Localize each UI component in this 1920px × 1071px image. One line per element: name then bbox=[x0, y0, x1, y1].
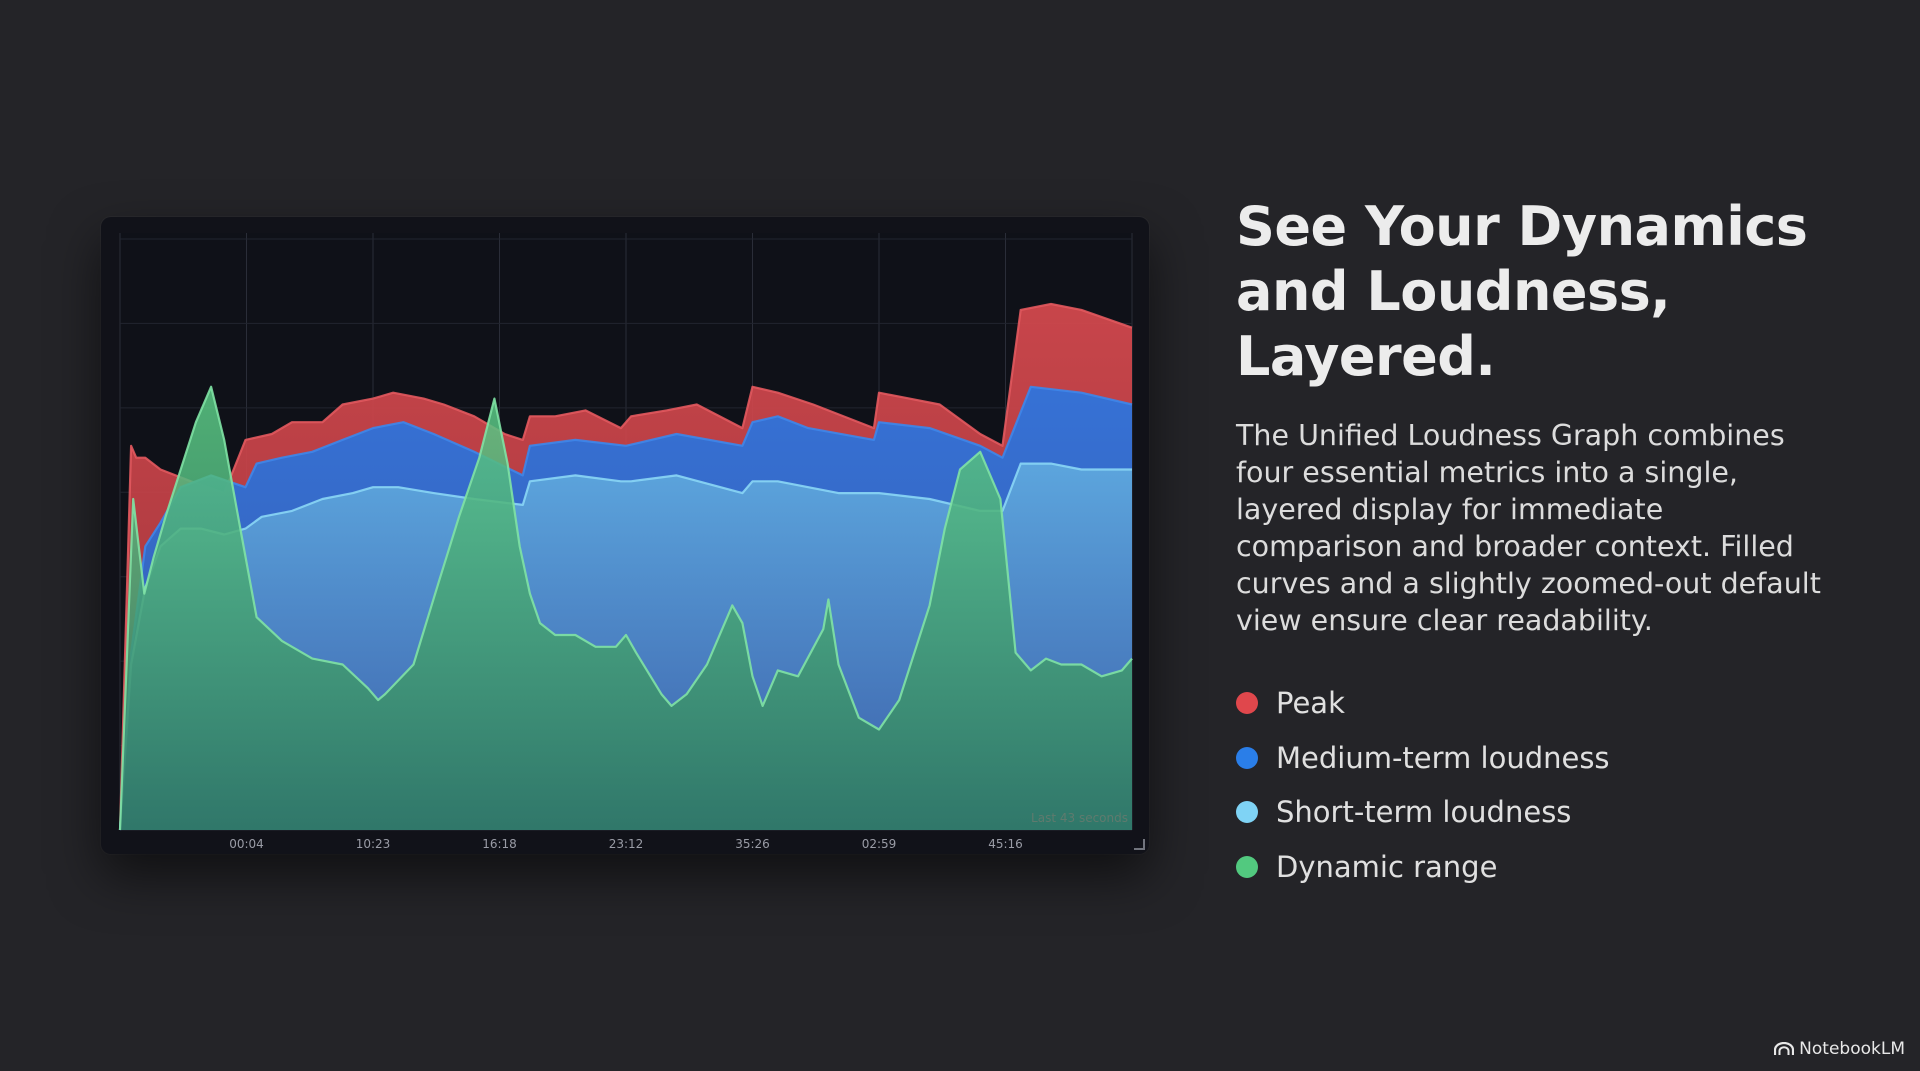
legend-item: Medium-term loudness bbox=[1236, 731, 1610, 786]
notebooklm-logo-icon bbox=[1774, 1042, 1795, 1055]
x-tick-label: 02:59 bbox=[862, 837, 897, 851]
resize-handle[interactable] bbox=[1134, 839, 1145, 850]
legend-dot-icon bbox=[1236, 801, 1258, 824]
brand-name: NotebookLM bbox=[1799, 1039, 1905, 1059]
slide-description: The Unified Loudness Graph combines four… bbox=[1236, 419, 1821, 637]
legend-item: Peak bbox=[1236, 676, 1610, 731]
series-area-dynamic-range bbox=[120, 386, 1132, 830]
legend-dot-icon bbox=[1236, 855, 1258, 878]
x-tick-label: 10:23 bbox=[356, 837, 391, 851]
legend-item: Short-term loudness bbox=[1236, 785, 1610, 840]
legend: Peak Medium-term loudness Short-term loudn… bbox=[1236, 676, 1610, 894]
legend-item: Dynamic range bbox=[1236, 840, 1610, 895]
legend-dot-icon bbox=[1236, 692, 1258, 715]
legend-label: Dynamic range bbox=[1276, 849, 1498, 884]
brand-mark: NotebookLM bbox=[1774, 1039, 1905, 1059]
time-window-annotation: Last 43 seconds bbox=[1031, 811, 1128, 825]
series-line-dynamic-range bbox=[118, 385, 1133, 831]
legend-label: Short-term loudness bbox=[1276, 795, 1572, 830]
legend-label: Medium-term loudness bbox=[1276, 740, 1610, 775]
loudness-graph: 00:04 10:23 16:18 23:12 35:26 02:59 45:16 Last … bbox=[118, 233, 1133, 851]
legend-label: Peak bbox=[1276, 686, 1345, 721]
slide-title: See Your Dynamics and Loudness, Layered. bbox=[1236, 195, 1808, 388]
x-tick-label: 35:26 bbox=[735, 837, 770, 851]
series-line-peak bbox=[118, 302, 1133, 831]
x-tick-label: 00:04 bbox=[229, 837, 264, 851]
x-tick-label: 23:12 bbox=[609, 837, 644, 851]
info-column: See Your Dynamics and Loudness, Layered.… bbox=[1236, 194, 1836, 639]
x-tick-label: 16:18 bbox=[482, 837, 517, 851]
loudness-graph-panel: 00:04 10:23 16:18 23:12 35:26 02:59 45:16 Last … bbox=[101, 217, 1149, 854]
legend-dot-icon bbox=[1236, 746, 1258, 769]
x-tick-label: 45:16 bbox=[988, 837, 1023, 851]
